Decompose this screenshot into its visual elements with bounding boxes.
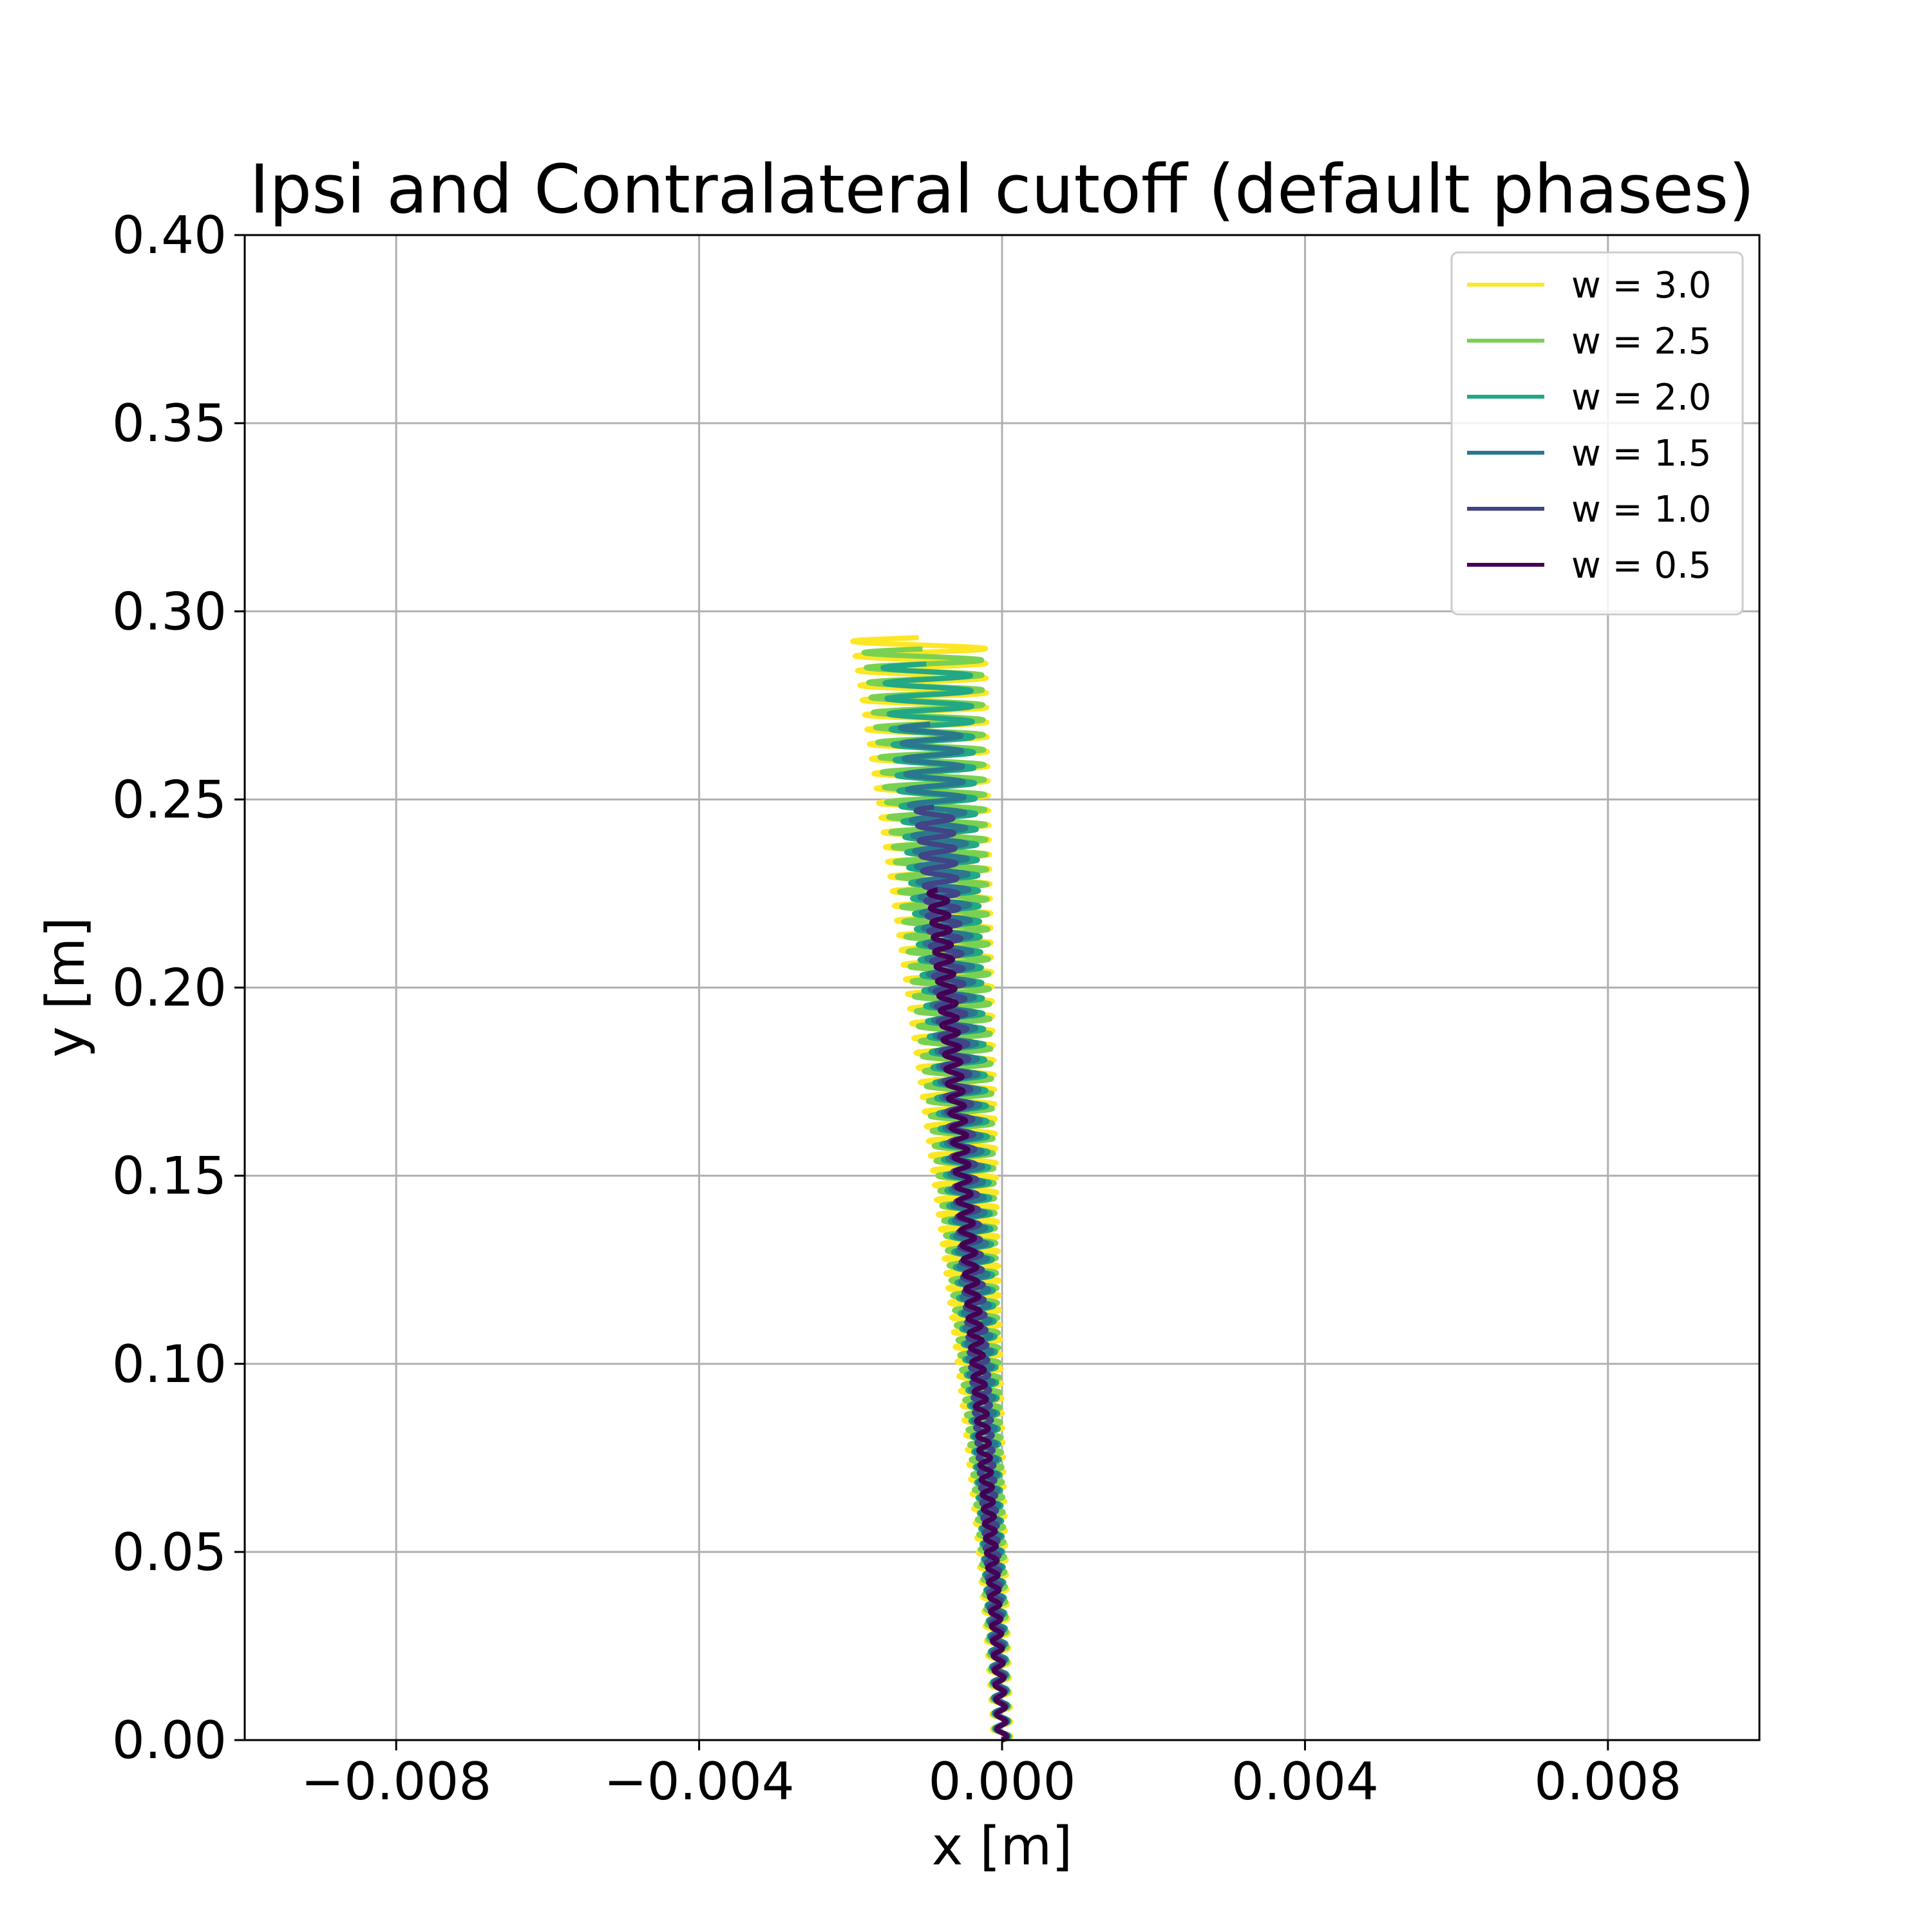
y-axis-label: y [m]	[35, 917, 97, 1057]
y-tick-label: 0.00	[112, 1710, 227, 1770]
y-tick-label: 0.05	[112, 1522, 227, 1582]
y-tick-label: 0.10	[112, 1334, 227, 1394]
y-tick-label: 0.25	[112, 770, 227, 829]
legend-label: w = 1.0	[1571, 489, 1711, 531]
legend: w = 3.0 w = 2.5 w = 2.0 w = 1.5 w = 1.0 w = 0…	[1450, 251, 1744, 616]
chart-title: Ipsi and Contralateral cutoff (default p…	[249, 150, 1754, 229]
legend-label: w = 1.5	[1571, 433, 1711, 475]
x-tick-label: 0.004	[1231, 1752, 1379, 1812]
legend-label: w = 0.5	[1571, 545, 1711, 587]
x-tick-label: −0.004	[604, 1752, 795, 1812]
series-lines	[850, 635, 1014, 1743]
series-line-4	[913, 804, 1010, 1743]
y-tick-label: 0.35	[112, 393, 227, 453]
y-tick-label: 0.15	[112, 1146, 227, 1206]
series-line-5	[926, 887, 1009, 1743]
y-tick-label: 0.30	[112, 582, 227, 641]
legend-label: w = 2.0	[1571, 377, 1711, 419]
x-tick-label: −0.008	[301, 1752, 491, 1812]
legend-box	[1450, 251, 1744, 616]
y-tick-label: 0.20	[112, 958, 227, 1018]
x-tick-label: 0.000	[928, 1752, 1075, 1812]
x-axis-label: x [m]	[932, 1816, 1072, 1877]
ticks: −0.008 −0.004 0.000 0.004 0.008 0.00 0.05 0.10 0…	[112, 205, 1681, 1812]
y-tick-label: 0.40	[112, 205, 227, 265]
x-tick-label: 0.008	[1534, 1752, 1681, 1812]
legend-label: w = 2.5	[1571, 321, 1711, 363]
legend-label: w = 3.0	[1571, 265, 1711, 307]
